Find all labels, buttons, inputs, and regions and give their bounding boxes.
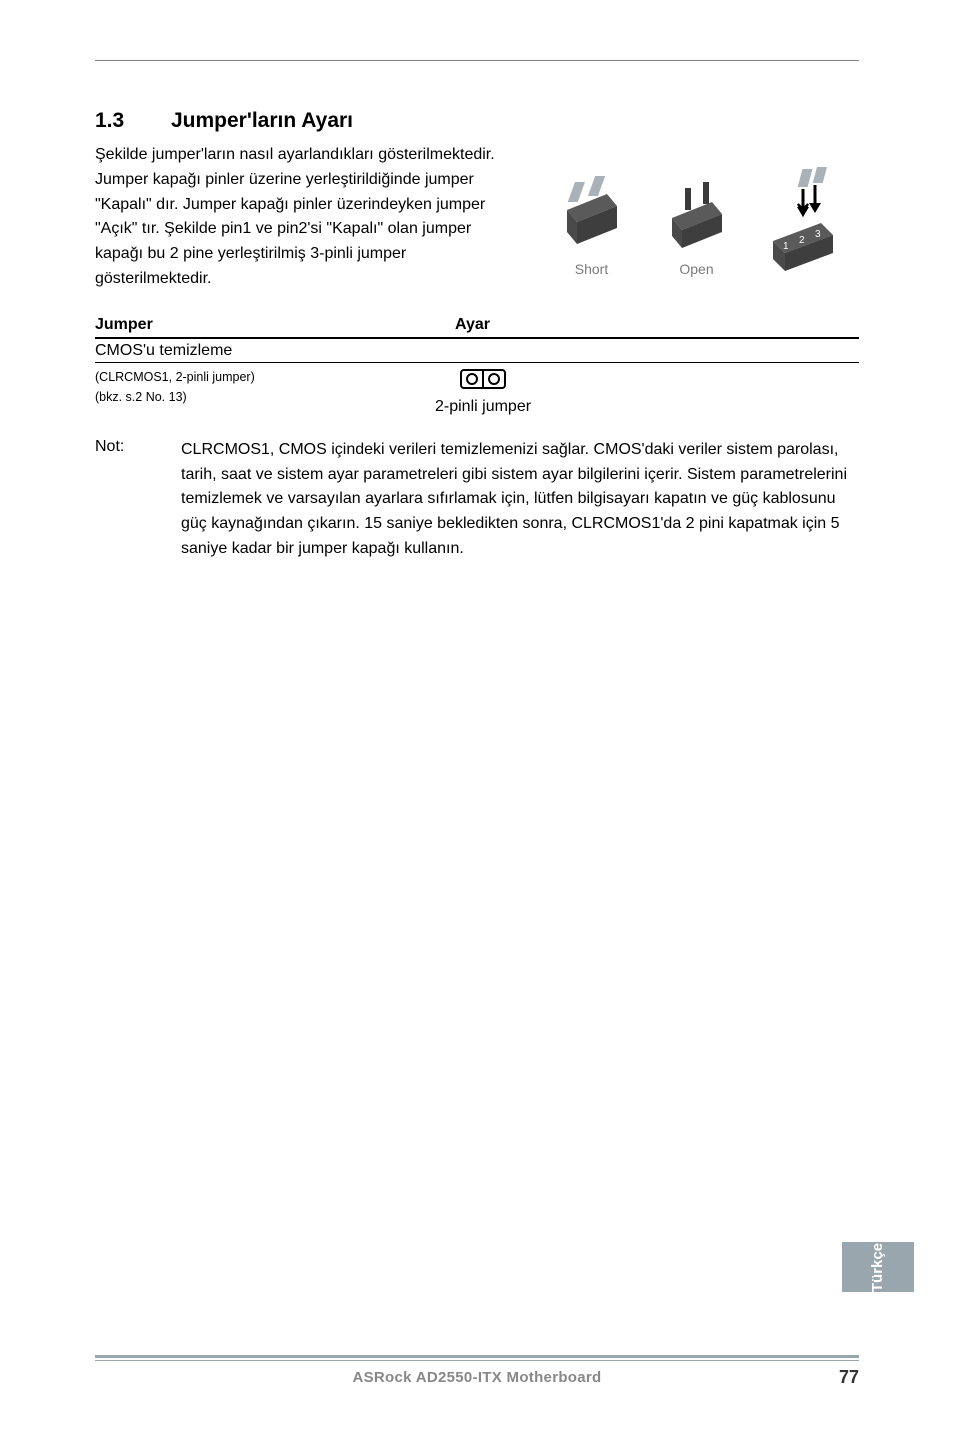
- footer-row: ASRock AD2550-ITX Motherboard 77: [95, 1361, 859, 1388]
- page-footer: ASRock AD2550-ITX Motherboard 77: [95, 1355, 859, 1388]
- svg-text:2: 2: [799, 235, 805, 246]
- jumper-short-label: Short: [575, 261, 608, 277]
- jumper-table: Jumper Ayar CMOS'u temizleme (CLRCMOS1, …: [95, 316, 859, 416]
- table-sub2: (bkz. s.2 No. 13): [95, 387, 395, 407]
- svg-text:1: 1: [783, 241, 789, 252]
- two-pin-label: 2-pinli jumper: [435, 398, 531, 416]
- jumper-figure: Short Open: [539, 143, 859, 283]
- table-header-jumper: Jumper: [95, 316, 395, 334]
- table-body-row: (CLRCMOS1, 2-pinli jumper) (bkz. s.2 No.…: [95, 363, 859, 416]
- note-block: Not: CLRCMOS1, CMOS içindeki verileri te…: [95, 438, 859, 562]
- footer-center-text: ASRock AD2550-ITX Motherboard: [135, 1369, 819, 1386]
- jumper-open-label: Open: [679, 261, 713, 277]
- jumper-arrows-column: 1 2 3: [767, 167, 842, 277]
- svg-text:3: 3: [815, 229, 821, 240]
- table-header-ayar: Ayar: [455, 316, 490, 334]
- note-body: CLRCMOS1, CMOS içindeki verileri temizle…: [181, 438, 859, 562]
- jumper-short-icon: [557, 160, 627, 255]
- language-side-tab: Türkçe: [842, 1242, 914, 1292]
- table-row-title: CMOS'u temizleme: [95, 339, 859, 363]
- two-pin-jumper-icon: [459, 367, 507, 391]
- jumper-arrows-icon: 1 2 3: [767, 167, 842, 277]
- footer-rule-top: [95, 1355, 859, 1358]
- footer-page-number: 77: [819, 1367, 859, 1388]
- table-header-row: Jumper Ayar: [95, 316, 859, 339]
- intro-paragraph: Şekilde jumper'ların nasıl ayarlandıklar…: [95, 143, 519, 292]
- jumper-short-column: Short: [557, 160, 627, 277]
- section-title: Jumper'ların Ayarı: [171, 109, 353, 132]
- table-right-cell: 2-pinli jumper: [435, 367, 531, 416]
- language-side-tab-label: Türkçe: [869, 1242, 886, 1291]
- jumper-open-column: Open: [662, 160, 732, 277]
- intro-row: Şekilde jumper'ların nasıl ayarlandıklar…: [95, 143, 859, 292]
- jumper-open-icon: [662, 160, 732, 255]
- table-sub1: (CLRCMOS1, 2-pinli jumper): [95, 367, 395, 387]
- section-number: 1.3: [95, 109, 171, 133]
- note-label: Not:: [95, 438, 141, 562]
- table-left-cell: (CLRCMOS1, 2-pinli jumper) (bkz. s.2 No.…: [95, 367, 395, 416]
- top-rule: [95, 60, 859, 61]
- section-heading: 1.3Jumper'ların Ayarı: [95, 109, 859, 133]
